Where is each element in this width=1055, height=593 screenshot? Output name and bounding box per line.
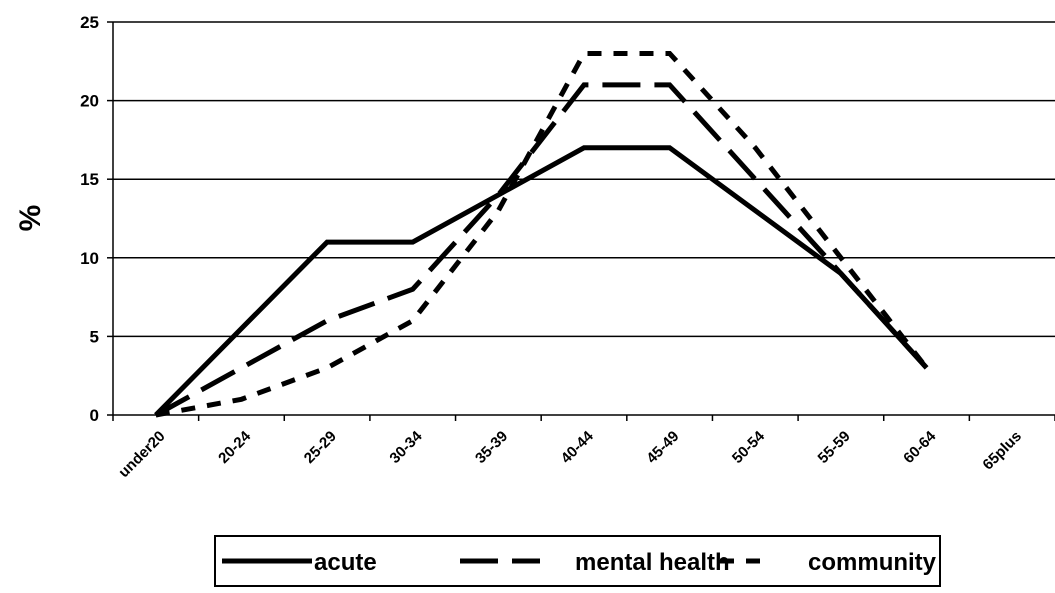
x-tick-label: 50-54 xyxy=(729,427,769,467)
legend xyxy=(214,535,941,587)
series-line xyxy=(154,145,929,417)
legend-label: community xyxy=(808,549,937,576)
x-tick-label: 35-39 xyxy=(472,428,511,467)
y-tick-label: 25 xyxy=(80,13,99,32)
legend-label: acute xyxy=(314,549,377,576)
x-tick-label: 40-44 xyxy=(558,427,598,467)
x-tick-label: 20-24 xyxy=(215,427,255,467)
x-tick-label: 30-34 xyxy=(386,427,426,467)
y-tick-label: 0 xyxy=(90,406,99,425)
y-tick-label: 5 xyxy=(90,327,99,346)
x-tick-label: 25-29 xyxy=(301,428,340,467)
series-line xyxy=(154,82,929,418)
y-axis-label: % xyxy=(14,205,47,232)
x-tick-label: under20 xyxy=(115,428,168,481)
y-tick-label: 20 xyxy=(80,92,99,111)
y-tick-label: 15 xyxy=(80,170,99,189)
x-tick-label: 55-59 xyxy=(815,428,854,467)
x-tick-label: 45-49 xyxy=(643,428,682,467)
x-tick-label: 60-64 xyxy=(900,427,940,467)
series-line xyxy=(155,50,929,418)
y-tick-label: 10 xyxy=(80,249,99,268)
legend-label: mental health xyxy=(575,549,730,576)
x-tick-label: 65plus xyxy=(979,428,1025,474)
